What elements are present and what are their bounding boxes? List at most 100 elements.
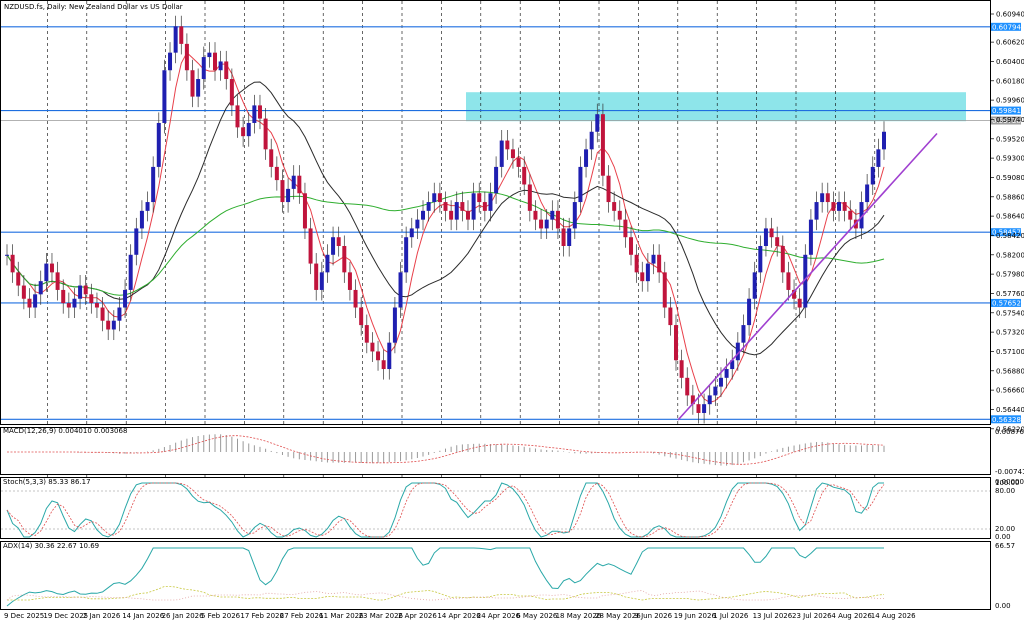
candle-body xyxy=(432,193,437,203)
candle-body xyxy=(454,202,459,220)
level-tag-label: 0.56328 xyxy=(992,416,1021,424)
candle-body xyxy=(668,307,673,326)
date-label: 5 Feb 2026 xyxy=(201,612,241,620)
candle-body xyxy=(769,228,774,238)
candle-body xyxy=(831,202,836,211)
candle-body xyxy=(213,52,218,71)
level-tag xyxy=(991,116,1021,125)
candle-body xyxy=(280,180,285,203)
candle-body xyxy=(173,26,178,53)
candle-body xyxy=(595,114,600,132)
level-tag-label: 0.57652 xyxy=(992,299,1021,307)
stoch-signal-line xyxy=(6,482,885,538)
indicator-tick-label: 66.57 xyxy=(995,542,1015,550)
macd-signal-line xyxy=(7,435,885,465)
candle-body xyxy=(241,127,246,137)
candle-body xyxy=(364,325,369,343)
candle-body xyxy=(477,193,482,203)
candle-body xyxy=(645,263,650,282)
candle-body xyxy=(696,404,701,413)
candle-body xyxy=(707,395,712,405)
candle-body xyxy=(72,298,77,308)
candle-body xyxy=(325,254,330,273)
macd-pane[interactable] xyxy=(0,427,991,475)
candle-body xyxy=(151,166,156,203)
candle-body xyxy=(353,289,358,308)
candle-body xyxy=(269,149,274,167)
candle-body xyxy=(797,298,802,308)
price-tick-label: 0.57320 xyxy=(996,329,1024,337)
adx-line xyxy=(6,547,884,607)
date-label: 19 Dec 2025 xyxy=(43,612,88,620)
candle-body xyxy=(162,70,167,123)
level-tag xyxy=(991,106,1021,115)
date-label: 9 Jun 2026 xyxy=(634,612,672,620)
date-label: 27 Feb 2026 xyxy=(280,612,324,620)
date-label: 19 Jun 2026 xyxy=(674,612,717,620)
candle-body xyxy=(713,386,718,396)
date-label: 14 Jan 2026 xyxy=(122,612,165,620)
candle-body xyxy=(117,307,122,321)
candle-body xyxy=(426,202,431,211)
candle-body xyxy=(111,320,116,330)
level-tag xyxy=(991,415,1021,424)
candle-body xyxy=(685,377,690,396)
candle-body xyxy=(404,237,409,273)
candle-body xyxy=(376,351,381,361)
candle-body xyxy=(567,228,572,246)
candle-body xyxy=(201,57,206,80)
candle-body xyxy=(808,219,813,255)
candle-body xyxy=(443,202,448,211)
candle-body xyxy=(634,254,639,273)
candle-body xyxy=(561,228,566,246)
candle-body xyxy=(21,285,26,299)
indicator-name: MACD(12,26,9) 0.004010 0.003068 xyxy=(3,427,127,435)
price-tick-label: 0.60620 xyxy=(996,39,1024,47)
stoch-pane[interactable] xyxy=(0,477,991,539)
price-tick-label: 0.60400 xyxy=(996,58,1024,66)
candle-body xyxy=(10,254,15,273)
candle-body xyxy=(544,219,549,229)
indicator-name: Stoch(5,3,3) 85.33 86.17 xyxy=(3,478,91,486)
candle-body xyxy=(623,219,628,238)
candle-body xyxy=(735,342,740,361)
resistance-zone-layer xyxy=(466,92,966,122)
candle-body xyxy=(33,294,38,308)
candle-body xyxy=(224,61,229,80)
price-tick-label: 0.56440 xyxy=(996,406,1024,414)
candle-body xyxy=(617,210,622,220)
date-label: 9 Dec 2025 xyxy=(4,612,44,620)
candle-body xyxy=(499,140,504,167)
price-tick-label: 0.57760 xyxy=(996,290,1024,298)
candle-body xyxy=(207,52,212,58)
candle-body xyxy=(421,210,426,220)
adx-pane[interactable] xyxy=(0,541,991,610)
candle-body xyxy=(775,237,780,246)
candle-body xyxy=(522,166,527,185)
candle-body xyxy=(718,377,723,387)
trendline-layer[interactable] xyxy=(677,132,938,421)
candle-body xyxy=(803,254,808,308)
price-tick-label: 0.58420 xyxy=(996,232,1024,240)
candle-body xyxy=(837,202,842,211)
candle-body xyxy=(640,272,645,282)
candle-body xyxy=(550,210,555,220)
candle-body xyxy=(83,285,88,295)
candle-body xyxy=(16,272,21,286)
candle-body xyxy=(510,149,515,159)
indicator-tick-label: 0.008765 xyxy=(995,428,1024,436)
candle-body xyxy=(274,166,279,181)
candle-body xyxy=(763,228,768,246)
candle-body xyxy=(533,210,538,220)
candle-body xyxy=(319,272,324,290)
price-tick-label: 0.59740 xyxy=(996,116,1024,124)
candle-body xyxy=(786,272,791,290)
candle-body xyxy=(814,202,819,220)
candle-body xyxy=(168,52,173,71)
candle-body xyxy=(882,131,886,150)
candle-body xyxy=(606,175,611,203)
candle-body xyxy=(870,166,875,185)
candle-body xyxy=(94,303,99,308)
